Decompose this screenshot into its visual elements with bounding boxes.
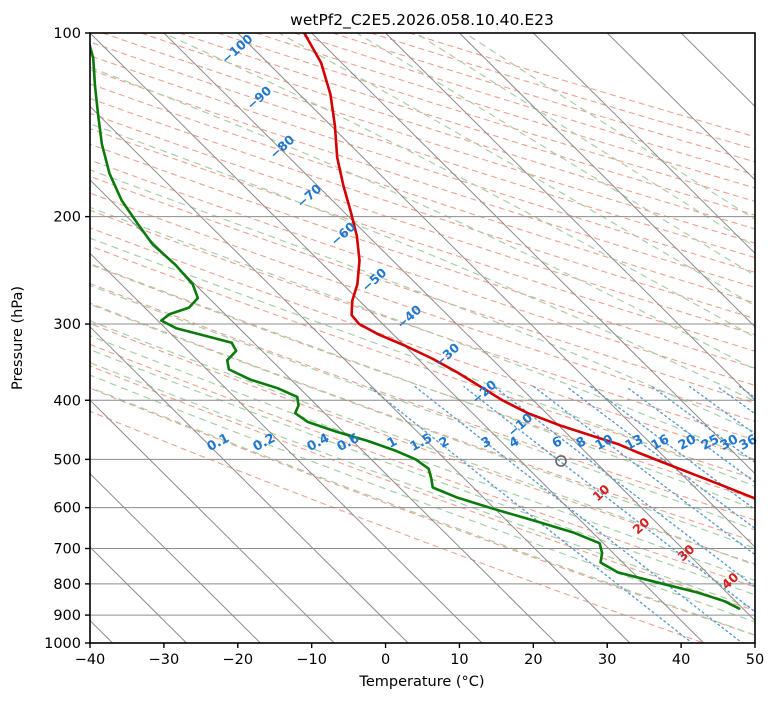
marker-group bbox=[555, 455, 567, 467]
y-axis-title: Pressure (hPa) bbox=[10, 286, 26, 390]
y-tick-label: 100 bbox=[53, 26, 81, 42]
x-tick-label: 40 bbox=[672, 652, 690, 668]
y-tick-label: 900 bbox=[53, 608, 81, 624]
x-tick-label: 20 bbox=[524, 652, 542, 668]
sounding-curves-group bbox=[90, 33, 755, 610]
sounding-line-temperature bbox=[302, 33, 755, 500]
isotherms-group bbox=[90, 33, 755, 643]
y-tick-label: 400 bbox=[53, 393, 81, 409]
y-tick-label: 800 bbox=[53, 577, 81, 593]
isobars-group bbox=[90, 33, 755, 643]
plot-background bbox=[90, 33, 755, 643]
dry-adiabats-group bbox=[90, 33, 755, 643]
x-tick-label: 10 bbox=[450, 652, 468, 668]
y-tick-label: 600 bbox=[53, 501, 81, 517]
plot-frame bbox=[89, 32, 756, 644]
y-tick-label: 1000 bbox=[44, 636, 81, 652]
x-tick-label: 50 bbox=[746, 652, 764, 668]
x-tick-label: 30 bbox=[598, 652, 616, 668]
x-axis-title: Temperature (°C) bbox=[358, 674, 484, 690]
x-tick-label: −20 bbox=[222, 652, 253, 668]
y-tick-label: 700 bbox=[53, 542, 81, 558]
y-tick-label: 200 bbox=[53, 210, 81, 226]
page-title: wetPf2_C2E5.2026.058.10.40.E23 bbox=[290, 11, 554, 30]
x-axis-group: −40 −30 −20 −10 0 10 20 30 40 50 bbox=[75, 643, 764, 668]
x-tick-label: −10 bbox=[296, 652, 327, 668]
x-tick-label: 0 bbox=[381, 652, 390, 668]
y-tick-label: 300 bbox=[53, 317, 81, 333]
y-tick-label: 500 bbox=[53, 452, 81, 468]
x-tick-label: −40 bbox=[75, 652, 106, 668]
lcl-marker bbox=[555, 455, 567, 467]
sounding-line-dewpoint bbox=[90, 41, 741, 610]
x-tick-label: −30 bbox=[149, 652, 180, 668]
y-axis-group: 100 200 300 400 500 600 700 800 900 1000 bbox=[44, 26, 90, 652]
moist-adiabats-group bbox=[90, 33, 755, 636]
